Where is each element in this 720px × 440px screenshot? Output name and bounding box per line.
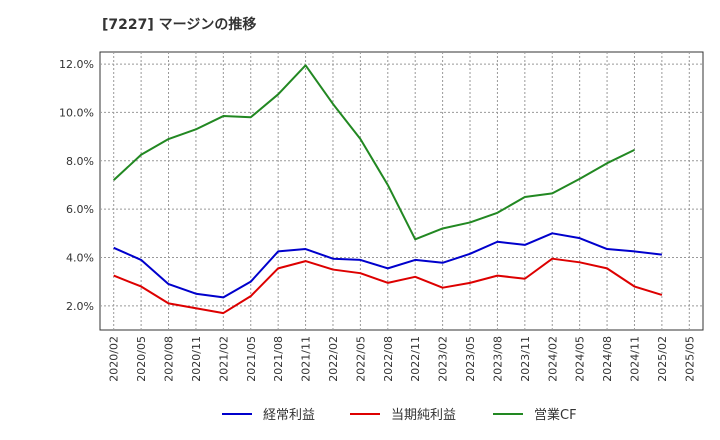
legend-label: 経常利益 [263,408,315,423]
y-tick-label: 8.0% [66,155,94,168]
y-tick-label: 6.0% [66,203,94,216]
x-tick-label: 2025/02 [656,336,669,382]
x-tick-label: 2023/05 [464,336,477,382]
series-line [113,232,663,299]
x-tick-label: 2023/11 [519,336,532,382]
legend-item: 営業CF [493,407,577,423]
x-tick-label: 2022/05 [354,336,367,382]
x-tick-label: 2022/11 [409,336,422,382]
x-tick-label: 2021/11 [300,336,313,382]
x-tick-label: 2024/05 [574,336,587,382]
y-tick-label: 10.0% [59,106,94,119]
x-tick-label: 2023/08 [491,336,504,382]
x-tick-label: 2020/08 [163,336,176,382]
x-tick-label: 2024/02 [546,336,559,382]
x-tick-label: 2022/08 [382,336,395,382]
legend-item: 経常利益 [222,408,315,423]
grid [100,52,703,330]
y-tick-label: 2.0% [66,300,94,313]
y-axis: 2.0% 4.0% 6.0% 8.0% 10.0% 12.0% [59,58,94,313]
x-tick-label: 2021/02 [217,336,230,382]
chart-title: [7227] マージンの推移 [102,17,257,33]
x-tick-label: 2022/02 [327,336,340,382]
x-tick-label: 2020/02 [108,336,121,382]
x-tick-label: 2020/11 [190,336,203,382]
series-line [113,257,663,315]
legend-label: 営業CF [534,407,577,423]
x-tick-label: 2024/11 [628,336,641,382]
y-tick-label: 4.0% [66,251,94,264]
x-tick-label: 2021/05 [245,336,258,382]
x-tick-label: 2025/05 [683,336,696,382]
plot-frame [99,51,704,331]
legend-label: 当期純利益 [391,408,456,423]
x-tick-label: 2021/08 [272,336,285,382]
x-tick-label: 2023/02 [437,336,450,382]
series-lines [113,64,663,315]
x-axis: 2020/02 2020/05 2020/08 2020/11 2021/02 2021/… [108,336,697,382]
legend-item: 当期純利益 [350,408,456,423]
series-line [113,64,635,241]
x-tick-label: 2020/05 [135,336,148,382]
legend: 経常利益 当期純利益 営業CF [222,407,577,423]
y-tick-label: 12.0% [59,58,94,71]
x-tick-label: 2024/08 [601,336,614,382]
